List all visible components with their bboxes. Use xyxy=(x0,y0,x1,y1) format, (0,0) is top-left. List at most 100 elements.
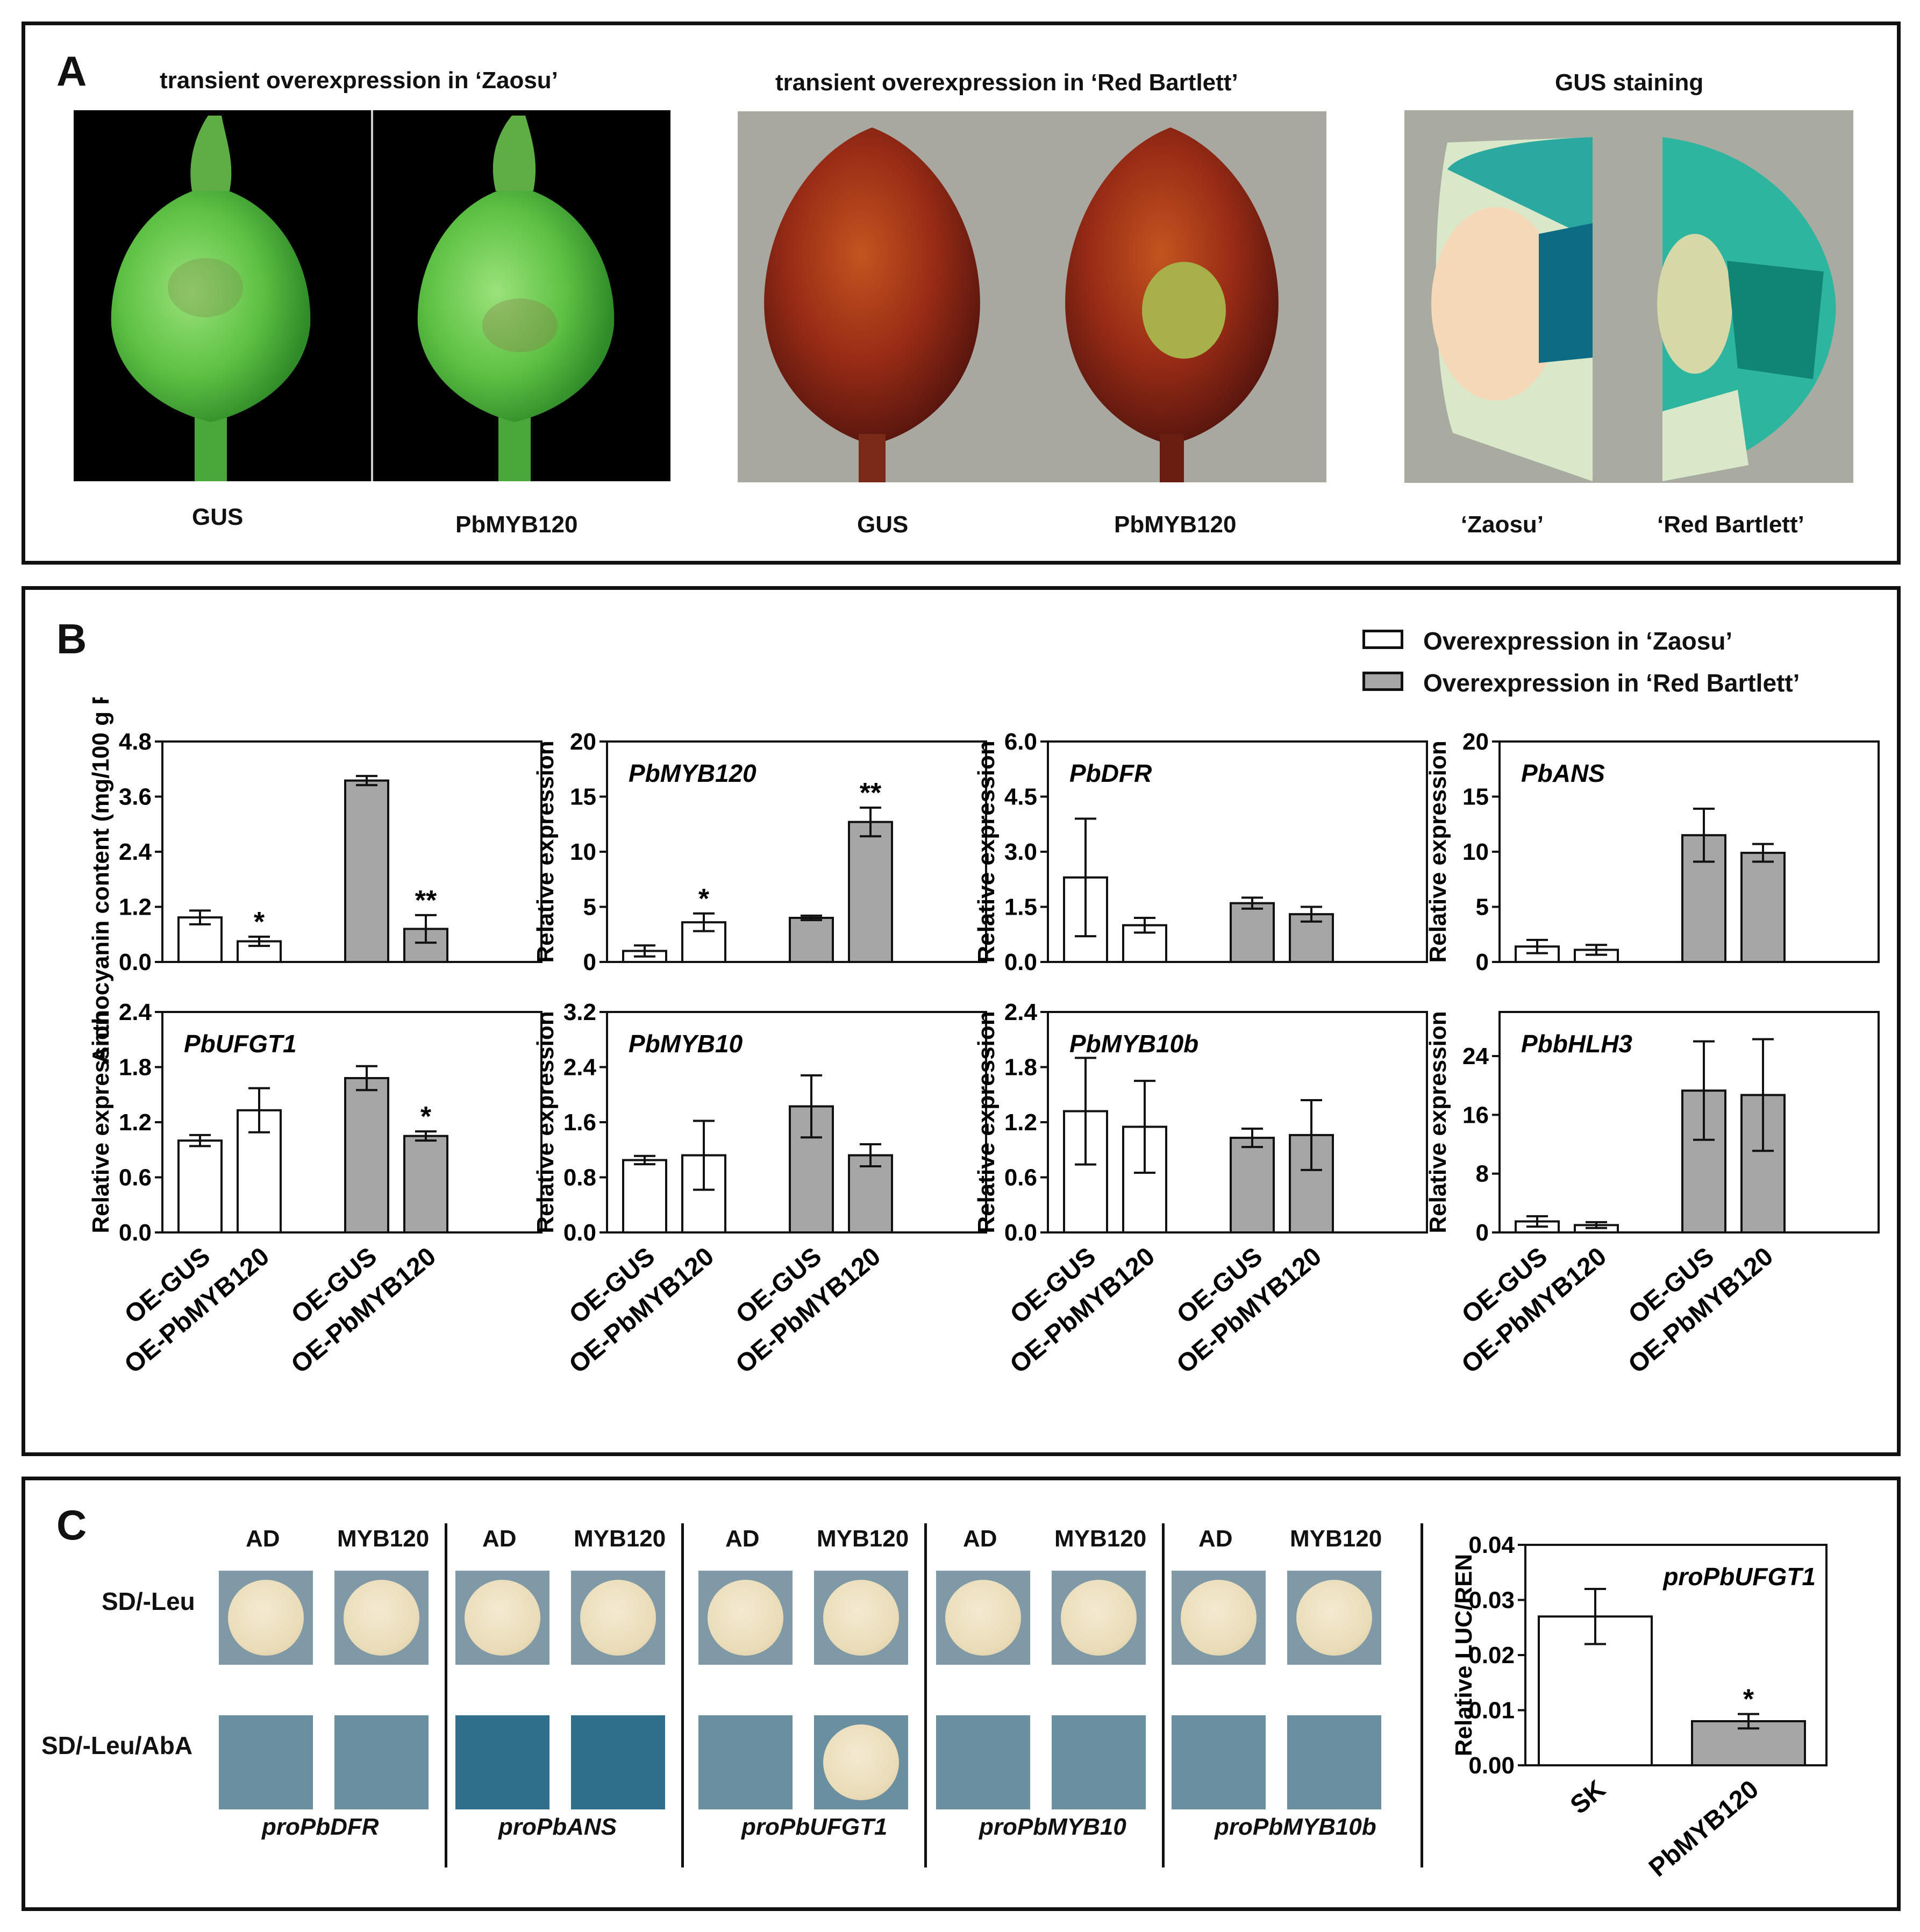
y-tick-label: 20 xyxy=(570,729,596,755)
sd-leu-aba-plate xyxy=(334,1715,429,1809)
y-tick-label: 10 xyxy=(570,839,596,865)
y-tick-label: 3.0 xyxy=(1004,839,1037,865)
column-label-myb120: MYB120 xyxy=(337,1525,430,1552)
error-bar xyxy=(1241,1127,1263,1149)
yeast-colony xyxy=(465,1580,540,1656)
sd-leu-aba-plate xyxy=(1052,1715,1146,1809)
red-bartlett-label-gus: GUS xyxy=(857,511,909,538)
gene-title: PbANS xyxy=(1521,759,1605,787)
y-tick-label: 8 xyxy=(1476,1161,1489,1187)
legend-label-red-bartlett: Overexpression in ‘Red Bartlett’ xyxy=(1423,669,1800,697)
sd-leu-plate xyxy=(455,1571,549,1665)
zaosu-label-gus: GUS xyxy=(192,504,244,530)
bar xyxy=(344,1077,389,1234)
red-bartlett-fruit-photo xyxy=(738,111,1326,482)
y-axis-label: Anthocyanin content (mg/100 g FW⁻¹) xyxy=(88,697,114,1064)
y-tick-label: 0.0 xyxy=(119,1220,152,1246)
bar xyxy=(1740,852,1786,963)
error-bar xyxy=(860,807,881,838)
sd-leu-plate xyxy=(698,1571,793,1665)
y-axis-label: Relative expression xyxy=(1425,1011,1451,1233)
sd-leu-plate xyxy=(571,1571,665,1665)
group-divider xyxy=(445,1523,447,1867)
gene-title: PbbHLH3 xyxy=(1521,1030,1632,1058)
y-axis-label: Relative LUC/REN xyxy=(1451,1554,1477,1757)
red-bartlett-title: transient overexpression in ‘Red Bartlet… xyxy=(775,69,1238,96)
error-bar xyxy=(1586,1221,1607,1229)
y-tick-label: 20 xyxy=(1462,729,1489,755)
sd-leu-aba-plate xyxy=(219,1715,313,1809)
error-bar xyxy=(1075,1057,1096,1166)
error-bar xyxy=(415,914,437,944)
column-label-myb120: MYB120 xyxy=(817,1525,909,1552)
yeast-colony xyxy=(1296,1580,1372,1656)
y-tick-label: 2.4 xyxy=(119,999,152,1025)
legend-swatch-zaosu xyxy=(1362,630,1403,649)
gene-title: proPbUFGT1 xyxy=(1662,1563,1816,1591)
gene-title: PbMYB10b xyxy=(1069,1030,1198,1058)
gene-title: PbUFGT1 xyxy=(184,1030,297,1058)
error-bar xyxy=(1693,1040,1715,1141)
row-label-sd-leu-aba: SD/-Leu/AbA xyxy=(41,1731,193,1759)
chart-divider xyxy=(1421,1523,1423,1867)
promoter-label: proPbMYB10b xyxy=(1215,1814,1376,1840)
y-axis-label: Relative expression xyxy=(88,1011,114,1233)
bar xyxy=(177,1139,223,1234)
sd-leu-aba-plate xyxy=(1287,1715,1381,1809)
sd-leu-plate xyxy=(814,1571,908,1665)
yeast-colony xyxy=(823,1580,899,1656)
legend-label-zaosu: Overexpression in ‘Zaosu’ xyxy=(1423,627,1733,655)
bar xyxy=(1230,1137,1275,1234)
y-tick-label: 16 xyxy=(1462,1102,1489,1128)
sd-leu-plate xyxy=(1052,1571,1146,1665)
group-divider xyxy=(681,1523,684,1867)
bar xyxy=(344,779,389,964)
y-tick-label: 6.0 xyxy=(1004,729,1037,755)
significance-mark: ** xyxy=(860,778,882,809)
y-tick-label: 0 xyxy=(1476,949,1489,975)
red-bartlett-stained-slice xyxy=(1657,137,1836,481)
y-axis-label: Relative expression xyxy=(973,1011,1000,1233)
y-tick-label: 24 xyxy=(1462,1043,1489,1070)
error-bar xyxy=(1241,896,1263,910)
gene-title: PbMYB120 xyxy=(629,759,756,787)
zaosu-fruit-photo xyxy=(74,110,670,481)
error-bar xyxy=(1526,1215,1548,1228)
error-bar xyxy=(248,936,270,947)
promoter-label: proPbDFR xyxy=(262,1814,379,1840)
yeast-colony xyxy=(1061,1580,1137,1656)
y-tick-label: 2.4 xyxy=(119,839,152,865)
gus-staining-photo xyxy=(1404,110,1853,483)
error-bar xyxy=(189,909,211,925)
bar xyxy=(789,917,834,963)
y-tick-label: 1.8 xyxy=(1004,1054,1037,1081)
y-tick-label: 1.2 xyxy=(1004,1109,1037,1136)
group-divider xyxy=(924,1523,927,1867)
legend-swatch-red-bartlett xyxy=(1362,672,1403,691)
pbmyb120-zaosu-fruit xyxy=(417,116,615,481)
y-tick-label: 3.6 xyxy=(119,784,152,810)
significance-mark: ** xyxy=(415,885,437,916)
error-bar xyxy=(1301,906,1322,923)
category-label: SK xyxy=(1565,1775,1611,1820)
y-tick-label: 4.5 xyxy=(1004,784,1037,810)
y-axis-label: Relative expression xyxy=(1425,740,1451,963)
y-tick-label: 2.4 xyxy=(563,1054,597,1081)
error-bar xyxy=(415,1130,437,1142)
gene-title: PbMYB10 xyxy=(629,1030,743,1058)
promoter-label: proPbUFGT1 xyxy=(741,1814,888,1840)
sd-leu-plate xyxy=(1172,1571,1266,1665)
bar xyxy=(1122,1125,1167,1234)
panel-label-b: B xyxy=(56,615,87,662)
error-bar xyxy=(693,912,715,932)
yeast-colony xyxy=(945,1580,1021,1656)
bar xyxy=(622,1159,667,1234)
y-tick-label: 3.2 xyxy=(563,999,596,1025)
bar xyxy=(848,821,893,963)
y-tick-label: 0.0 xyxy=(563,1220,596,1246)
y-tick-label: 5 xyxy=(583,894,596,921)
